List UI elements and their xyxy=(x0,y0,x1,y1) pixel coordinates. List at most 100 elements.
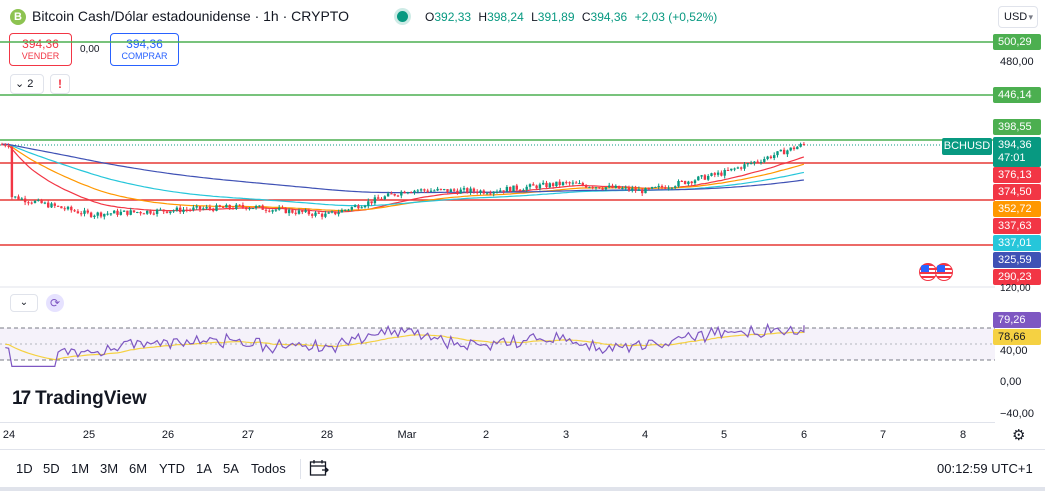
candle-body xyxy=(512,185,515,192)
candle-body xyxy=(449,189,452,192)
candle-body xyxy=(152,213,155,215)
price-tag-337-red: 337,63 xyxy=(993,218,1041,234)
candle-body xyxy=(50,203,53,208)
candle-body xyxy=(578,183,581,185)
candle-body xyxy=(192,207,195,210)
close-value: 394,36 xyxy=(590,10,628,24)
indicators-count: 2 xyxy=(27,78,34,90)
candle-body xyxy=(278,207,281,210)
candle-body xyxy=(703,175,707,180)
us-flag-event-icon[interactable] xyxy=(919,263,937,281)
candle-body xyxy=(410,192,413,194)
candle-body xyxy=(116,210,119,215)
tradingview-logo-icon: 17 xyxy=(12,388,31,409)
rsi-line xyxy=(5,322,805,367)
candle-body xyxy=(80,213,83,215)
price-tag-398: 398,55 xyxy=(993,119,1041,135)
candle-body xyxy=(403,191,406,194)
sell-button[interactable]: 394,36 VENDER xyxy=(9,33,72,66)
candle-body xyxy=(363,205,367,208)
symbol-title[interactable]: Bitcoin Cash/Dólar estadounidense · 1h ·… xyxy=(32,8,349,24)
candle-body xyxy=(416,190,419,192)
candle-body xyxy=(330,211,334,213)
candle-body xyxy=(654,186,657,188)
price-tag-352: 352,72 xyxy=(993,201,1041,217)
range-3m-button[interactable]: 3M xyxy=(100,461,119,476)
low-key: L xyxy=(531,10,538,24)
open-key: O xyxy=(425,10,435,24)
indicators-toggle[interactable]: ⌄ 2 xyxy=(10,74,44,94)
buy-button[interactable]: 394,36 COMPRAR xyxy=(110,33,179,66)
time-label: 7 xyxy=(879,429,887,441)
candle-body xyxy=(611,185,614,188)
candle-body xyxy=(466,188,469,193)
warning-icon[interactable]: ! xyxy=(50,74,70,94)
candle-body xyxy=(304,210,307,213)
candle-body xyxy=(149,210,152,214)
gear-icon[interactable]: ⚙ xyxy=(1012,427,1026,444)
moving-average-line xyxy=(1,143,805,213)
candle-body xyxy=(86,210,89,213)
candle-body xyxy=(555,181,558,187)
candle-body xyxy=(380,198,383,200)
candle-body xyxy=(726,169,730,171)
candle-body xyxy=(588,187,591,189)
symbol-tag: BCHUSD xyxy=(942,138,992,155)
candle-body xyxy=(634,188,637,191)
candle-body xyxy=(258,205,261,207)
currency-select[interactable]: USD ▾ xyxy=(998,6,1038,28)
candle-body xyxy=(383,196,386,200)
calendar-range-icon[interactable] xyxy=(309,459,329,477)
range-1a-button[interactable]: 1A xyxy=(196,461,212,476)
rsi-axis-label: 40,00 xyxy=(1000,345,1028,357)
logo-text: TradingView xyxy=(35,388,147,409)
candle-body xyxy=(789,147,792,151)
candle-body xyxy=(746,163,749,165)
candle-body xyxy=(268,210,271,212)
tradingview-logo[interactable]: 17 TradingView xyxy=(12,388,147,410)
us-flag-event-icon[interactable] xyxy=(935,263,953,281)
range-ytd-button[interactable]: YTD xyxy=(159,461,185,476)
candle-body xyxy=(172,210,175,212)
candle-body xyxy=(674,186,677,188)
market-status-dot-icon[interactable] xyxy=(397,11,408,22)
range-6m-button[interactable]: 6M xyxy=(129,461,148,476)
price-chart[interactable] xyxy=(0,0,995,422)
candle-body xyxy=(122,210,126,212)
candle-body xyxy=(367,201,370,206)
candle-body xyxy=(575,182,578,184)
pane-collapse-button[interactable]: ⌄ xyxy=(10,294,38,312)
candle-body xyxy=(215,205,218,211)
range-1m-button[interactable]: 1M xyxy=(71,461,90,476)
candle-body xyxy=(720,172,723,176)
close-key: C xyxy=(581,10,591,24)
candle-body xyxy=(459,189,462,194)
candle-body xyxy=(700,175,703,177)
utc-clock[interactable]: 00:12:59 UTC+1 xyxy=(937,461,1033,476)
candle-body xyxy=(327,212,330,214)
time-axis[interactable]: 24 25 26 27 28 Mar 2 3 4 5 6 7 8 xyxy=(0,422,995,446)
range-5a-button[interactable]: 5A xyxy=(223,461,239,476)
candle-body xyxy=(796,146,799,150)
range-5d-button[interactable]: 5D xyxy=(43,461,60,476)
candle-body xyxy=(716,172,720,175)
range-all-button[interactable]: Todos xyxy=(251,461,286,476)
price-label: 480,00 xyxy=(1000,56,1034,68)
candle-body xyxy=(162,209,165,212)
time-label: 3 xyxy=(562,429,570,441)
candle-body xyxy=(763,159,766,162)
candle-body xyxy=(667,187,670,189)
candle-body xyxy=(502,190,505,192)
candle-body xyxy=(179,207,182,213)
candle-body xyxy=(598,187,601,189)
candle-body xyxy=(185,209,188,211)
time-label: 6 xyxy=(800,429,808,441)
candle-body xyxy=(759,161,763,163)
candle-body xyxy=(27,202,30,204)
range-1d-button[interactable]: 1D xyxy=(16,461,33,476)
candle-body xyxy=(492,191,495,194)
candle-body xyxy=(697,176,700,181)
last-price-tag: 394,36 47:01 xyxy=(993,137,1041,167)
candle-body xyxy=(594,187,598,189)
refresh-icon[interactable]: ⟳ xyxy=(46,294,64,312)
